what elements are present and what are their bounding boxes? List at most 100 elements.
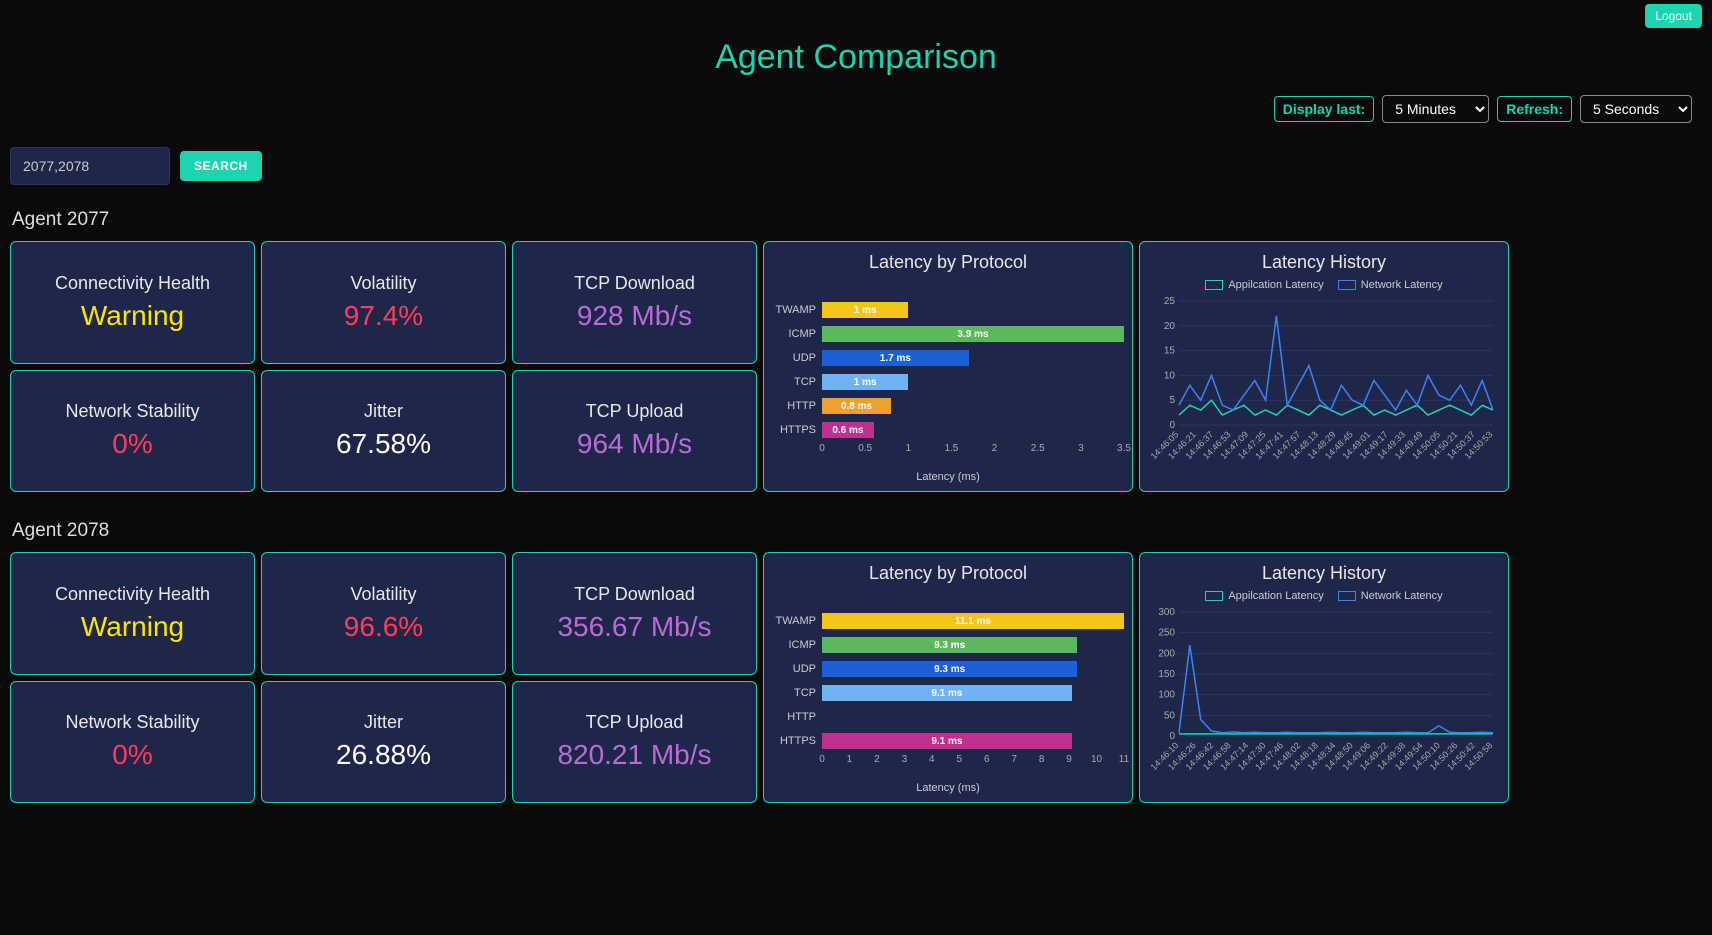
protocol-bar: 0.8 ms	[822, 398, 891, 414]
legend-item: Appilcation Latency	[1205, 590, 1323, 602]
latency-history-card: Latency HistoryAppilcation LatencyNetwor…	[1139, 241, 1509, 492]
metric-title: Connectivity Health	[55, 273, 210, 294]
axis-tick: 0.5	[858, 443, 872, 454]
metric-card: Network Stability 0%	[10, 370, 255, 493]
protocol-label: TCP	[772, 376, 822, 388]
axis-label: Latency (ms)	[772, 782, 1124, 794]
protocol-bar: 3.9 ms	[822, 326, 1124, 342]
line-chart: 051015202514:46:0514:46:2114:46:3714:46:…	[1148, 295, 1500, 465]
axis-label: Latency (ms)	[772, 471, 1124, 483]
search-input[interactable]	[10, 147, 170, 185]
refresh-label: Refresh:	[1497, 96, 1572, 122]
svg-text:50: 50	[1164, 710, 1176, 721]
protocol-bar: 0.6 ms	[822, 422, 874, 438]
svg-text:5: 5	[1169, 395, 1175, 406]
metric-value: 97.4%	[344, 300, 423, 332]
controls-bar: Display last: 5 Minutes10 Minutes30 Minu…	[10, 95, 1702, 123]
metric-title: TCP Upload	[586, 401, 684, 422]
protocol-bar-row: TCP1 ms	[772, 371, 1124, 393]
protocol-bar-row: UDP1.7 ms	[772, 347, 1124, 369]
chart-title: Latency by Protocol	[772, 252, 1124, 273]
metric-title: Network Stability	[65, 401, 199, 422]
protocol-bar-row: HTTP	[772, 706, 1124, 728]
axis-tick: 5	[956, 754, 962, 765]
protocol-bar-row: TCP9.1 ms	[772, 682, 1124, 704]
svg-text:100: 100	[1158, 690, 1175, 701]
legend-swatch	[1205, 591, 1223, 601]
protocol-bar: 11.1 ms	[822, 613, 1124, 629]
agent-heading: Agent 2078	[12, 520, 1702, 542]
protocol-label: UDP	[772, 352, 822, 364]
metric-value: Warning	[81, 300, 184, 332]
latency-history-card: Latency History Appilcation Latency Networ…	[1139, 552, 1509, 803]
metric-value: 0%	[112, 739, 152, 771]
protocol-bar: 9.1 ms	[822, 733, 1072, 749]
protocol-label: HTTPS	[772, 735, 822, 747]
metric-title: Network Stability	[65, 712, 199, 733]
metric-card: Network Stability 0%	[10, 681, 255, 804]
metric-card: Jitter67.58%	[261, 370, 506, 493]
protocol-label: UDP	[772, 663, 822, 675]
axis-tick: 2	[992, 443, 998, 454]
protocol-bar-row: HTTP0.8 ms	[772, 395, 1124, 417]
refresh-select[interactable]: 5 Seconds10 Seconds30 Seconds60 Seconds	[1580, 95, 1692, 123]
chart-title: Latency History	[1148, 252, 1500, 273]
protocol-label: HTTPS	[772, 424, 822, 436]
protocol-label: HTTP	[772, 711, 822, 723]
latency-protocol-card: Latency by ProtocolTWAMP11.1 msICMP9.3 m…	[763, 552, 1133, 803]
metric-title: TCP Upload	[586, 712, 684, 733]
page-title: Agent Comparison	[10, 38, 1702, 77]
legend-swatch	[1338, 591, 1356, 601]
metric-value: 928 Mb/s	[577, 300, 692, 332]
series-line	[1179, 645, 1493, 733]
line-chart: 05010015020025030014:46:1014:46:2614:46:…	[1148, 606, 1500, 776]
axis-tick: 3.5	[1117, 443, 1131, 454]
protocol-label: ICMP	[772, 328, 822, 340]
axis-tick: 1	[847, 754, 853, 765]
protocol-bar: 9.1 ms	[822, 685, 1072, 701]
metric-card: Volatility 97.4%	[261, 241, 506, 364]
protocol-bar-row: ICMP3.9 ms	[772, 323, 1124, 345]
search-button[interactable]: SEARCH	[180, 151, 262, 181]
display-last-label: Display last:	[1274, 96, 1374, 122]
protocol-bar: 9.3 ms	[822, 637, 1077, 653]
chart-title: Latency History	[1148, 563, 1500, 584]
protocol-bar-row: TWAMP11.1 ms	[772, 610, 1124, 632]
agent-heading: Agent 2077	[12, 209, 1702, 231]
legend-item: Network Latency	[1338, 590, 1443, 602]
svg-text:150: 150	[1158, 669, 1175, 680]
metric-title: Jitter	[364, 401, 403, 422]
svg-text:250: 250	[1158, 628, 1175, 639]
legend-label: Network Latency	[1361, 590, 1443, 602]
metric-title: Volatility	[350, 273, 416, 294]
svg-text:15: 15	[1164, 346, 1176, 357]
metric-title: Jitter	[364, 712, 403, 733]
protocol-bar-row: HTTPS0.6 ms	[772, 419, 1124, 441]
metric-title: TCP Download	[574, 273, 695, 294]
protocol-bar-row: HTTPS9.1 ms	[772, 730, 1124, 752]
protocol-bar: 9.3 ms	[822, 661, 1077, 677]
metric-title: Volatility	[350, 584, 416, 605]
metric-card: Volatility96.6%	[261, 552, 506, 675]
metric-card: Connectivity Health Warning	[10, 241, 255, 364]
protocol-bar-row: ICMP9.3 ms	[772, 634, 1124, 656]
svg-text:300: 300	[1158, 607, 1175, 618]
axis-tick: 3	[902, 754, 908, 765]
metric-card: Connectivity HealthWarning	[10, 552, 255, 675]
logout-button[interactable]: Logout	[1645, 4, 1702, 28]
metric-value: Warning	[81, 611, 184, 643]
metric-card: TCP Download356.67 Mb/s	[512, 552, 757, 675]
protocol-label: ICMP	[772, 639, 822, 651]
metric-value: 820.21 Mb/s	[557, 739, 711, 771]
legend-item: Network Latency	[1338, 279, 1443, 291]
display-last-select[interactable]: 5 Minutes10 Minutes30 Minutes1 Hour	[1382, 95, 1489, 123]
metric-value: 0%	[112, 428, 152, 460]
axis-tick: 1	[906, 443, 912, 454]
axis-tick: 8	[1039, 754, 1045, 765]
metric-card: TCP Upload 820.21 Mb/s	[512, 681, 757, 804]
protocol-label: TCP	[772, 687, 822, 699]
metric-title: TCP Download	[574, 584, 695, 605]
axis-tick: 1.5	[944, 443, 958, 454]
search-row: SEARCH	[10, 147, 1702, 185]
chart-title: Latency by Protocol	[772, 563, 1124, 584]
